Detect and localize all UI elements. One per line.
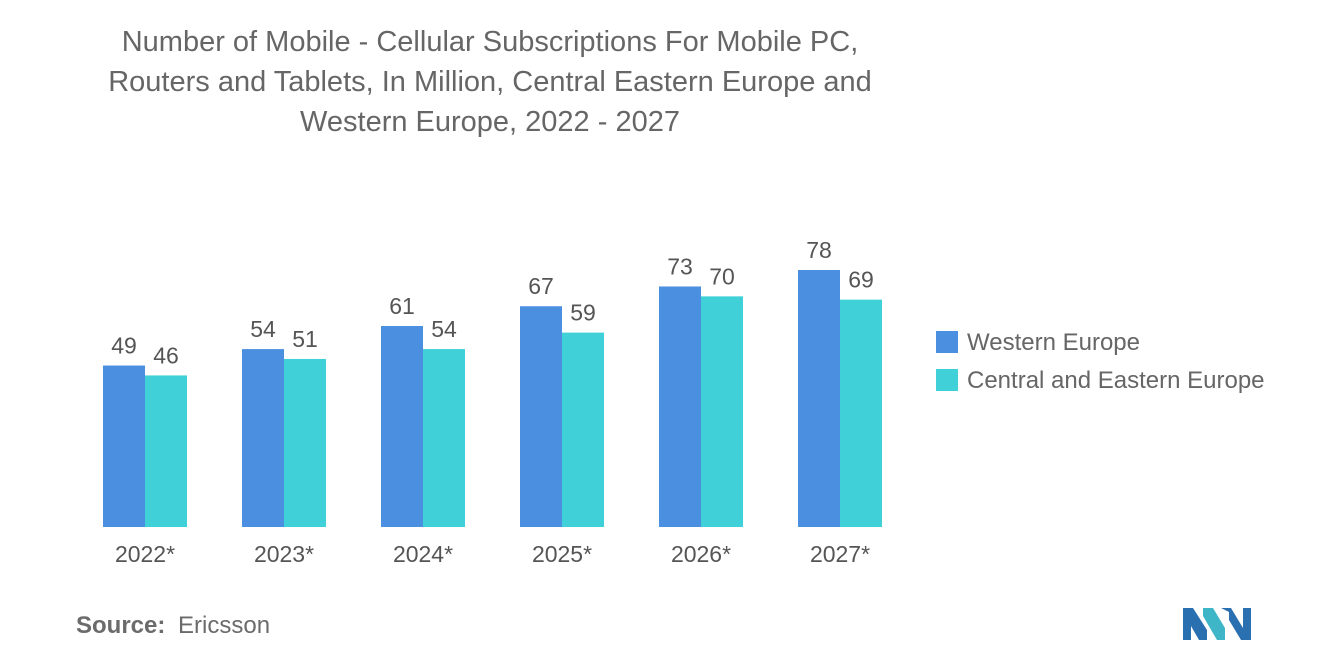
data-label: 67 [528,273,554,299]
bar-western-europe-2023 [242,349,284,527]
data-label: 46 [153,342,179,368]
x-axis-ticks-group: 2022* 2023* 2024* 2025* 2026* 2027* [115,541,870,567]
data-label: 69 [848,267,874,293]
x-tick-label: 2027* [810,541,870,567]
legend-swatch [936,331,958,353]
data-label: 49 [111,333,137,359]
data-label: 54 [431,316,457,342]
x-tick-label: 2024* [393,541,453,567]
data-labels-group: 49 46 54 51 61 54 67 59 73 70 78 69 [111,237,874,368]
source-value: Ericsson [178,612,271,639]
bar-central-eastern-europe-2025 [562,332,604,527]
chart-title: Number of Mobile - Cellular Subscription… [40,22,940,142]
x-tick-label: 2023* [254,541,314,567]
bar-central-eastern-europe-2026 [701,296,743,527]
data-label: 78 [806,237,832,263]
bar-central-eastern-europe-2022 [145,375,187,527]
legend-label: Central and Eastern Europe [967,367,1265,394]
bar-central-eastern-europe-2024 [423,349,465,527]
legend-label: Western Europe [967,329,1140,356]
data-label: 54 [250,316,276,342]
bar-western-europe-2027 [798,270,840,527]
bar-central-eastern-europe-2027 [840,299,882,527]
chart-title-line-1: Number of Mobile - Cellular Subscription… [121,26,859,58]
x-tick-label: 2026* [671,541,731,567]
legend-swatch [936,369,958,391]
bar-western-europe-2022 [103,365,145,527]
bar-western-europe-2025 [520,306,562,527]
bar-western-europe-2024 [381,326,423,527]
source-label: Source: [76,612,166,639]
mordor-intelligence-logo-icon [1183,608,1251,640]
x-tick-label: 2022* [115,541,175,567]
chart-title-line-2: Routers and Tablets, In Million, Central… [108,66,872,98]
data-label: 61 [389,293,415,319]
bars-group [103,270,882,527]
x-tick-label: 2025* [532,541,592,567]
data-label: 59 [570,300,596,326]
legend: Western Europe Central and Eastern Europe [936,329,1265,394]
bar-western-europe-2026 [659,286,701,527]
data-label: 51 [292,326,318,352]
bar-central-eastern-europe-2023 [284,358,326,527]
data-label: 73 [667,253,693,279]
source-note: Source: Ericsson [76,612,270,640]
chart-title-line-3: Western Europe, 2022 - 2027 [300,106,680,138]
data-label: 70 [709,263,735,289]
